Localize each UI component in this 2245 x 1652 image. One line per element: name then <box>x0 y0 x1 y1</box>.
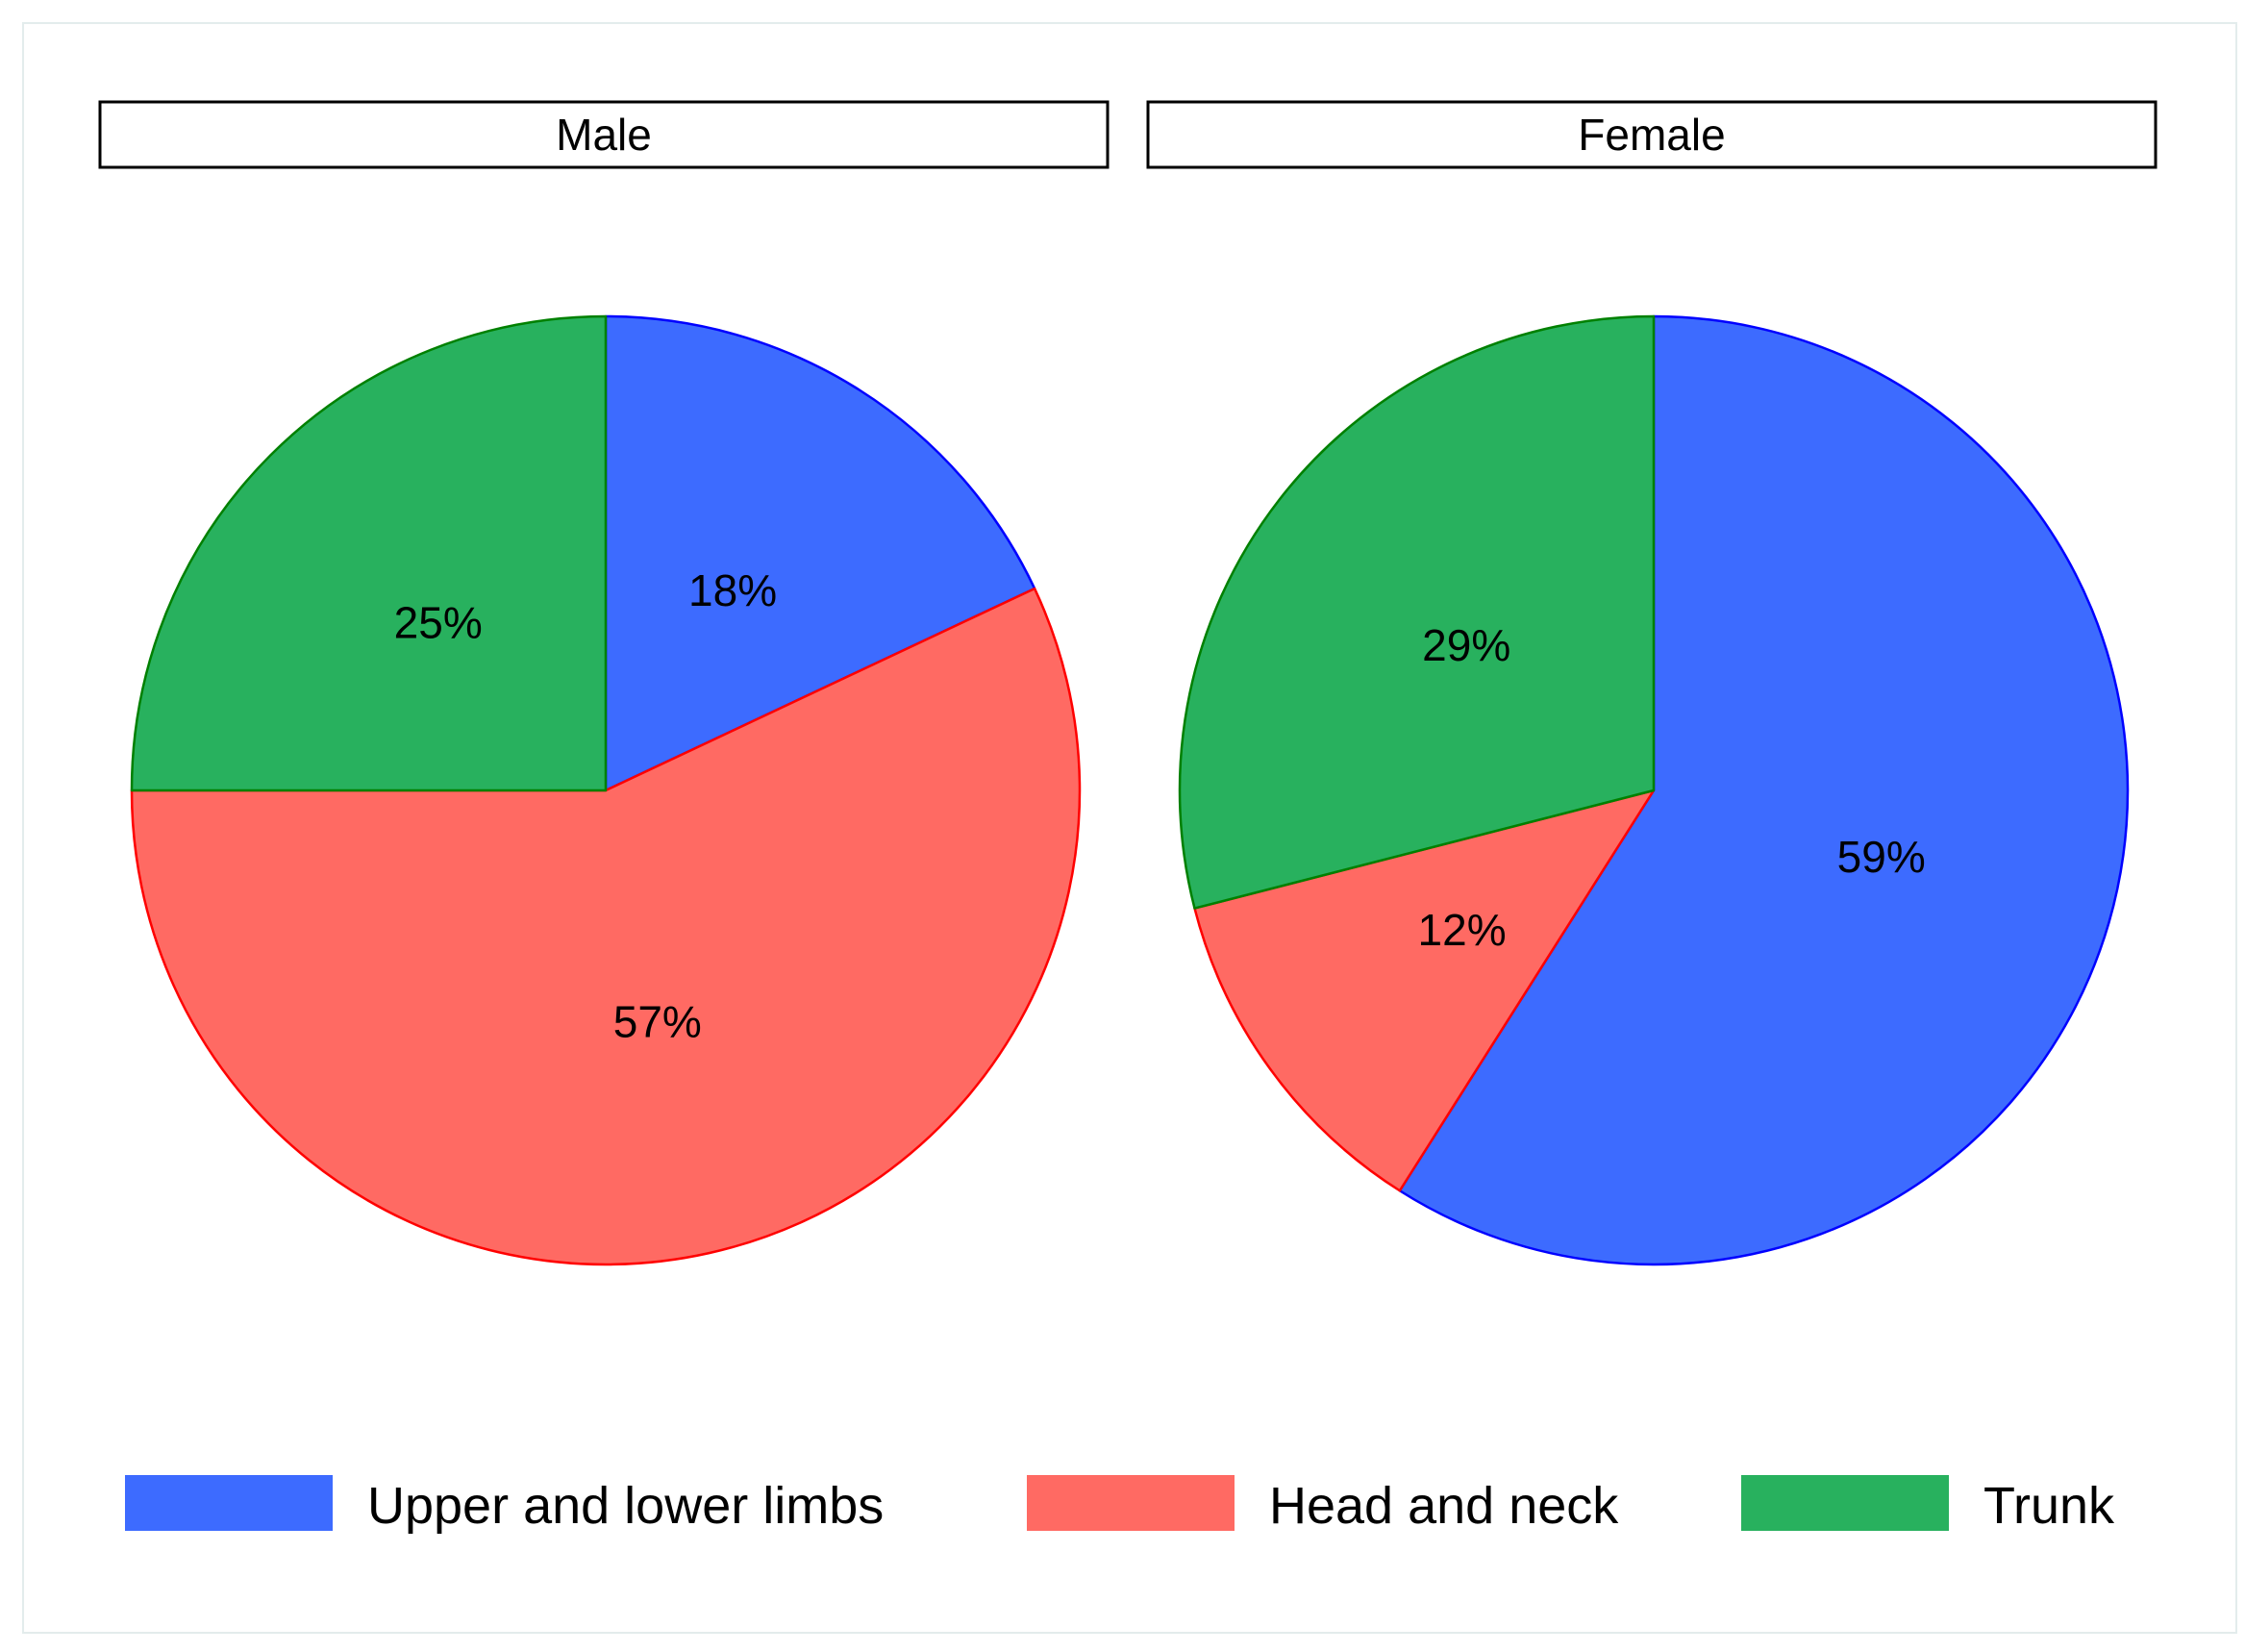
pie-slice-female-head-and-neck <box>1193 788 1656 1192</box>
pie-slice-female-upper-and-lower-limbs <box>1398 314 2130 1266</box>
pie-label-male-head-and-neck: 57% <box>613 997 702 1047</box>
legend-label-trunk: Trunk <box>1983 1477 2115 1535</box>
pie-slice-male-head-and-neck <box>130 587 1082 1266</box>
legend-label-upper-and-lower-limbs: Upper and lower limbs <box>367 1477 884 1535</box>
pie-male: 18% 57% 25% <box>130 314 1082 1266</box>
legend-swatch-head-and-neck <box>1027 1475 1235 1531</box>
legend-label-head-and-neck: Head and neck <box>1269 1477 1619 1535</box>
strip-label-female: Female <box>1578 110 1725 160</box>
pie-label-female-upper-and-lower-limbs: 59% <box>1837 832 1926 882</box>
panel-male: Male 18% 57% 25% <box>98 100 1110 1266</box>
pie-label-female-trunk: 29% <box>1422 620 1510 670</box>
pie-label-male-upper-and-lower-limbs: 18% <box>688 565 777 615</box>
pie-female: 59% 12% 29% <box>1178 314 2130 1266</box>
pie-slice-female-trunk <box>1178 314 1656 910</box>
pie-label-male-trunk: 25% <box>394 598 483 648</box>
legend-item-head-and-neck: Head and neck <box>1027 1475 1619 1535</box>
panel-female: Female 59% 12% 29% <box>1146 100 2158 1266</box>
strip-female <box>1146 100 2158 169</box>
strip-label-male: Male <box>556 110 652 160</box>
strip-male <box>98 100 1110 169</box>
legend-swatch-trunk <box>1741 1475 1949 1531</box>
legend: Upper and lower limbs Head and neck Trun… <box>125 1475 2115 1535</box>
pie-label-female-head-and-neck: 12% <box>1418 905 1507 955</box>
legend-item-upper-and-lower-limbs: Upper and lower limbs <box>125 1475 884 1535</box>
pie-slice-male-upper-and-lower-limbs <box>604 314 1036 792</box>
legend-item-trunk: Trunk <box>1741 1475 2115 1535</box>
pie-slice-male-trunk <box>130 314 608 792</box>
legend-swatch-upper-and-lower-limbs <box>125 1475 333 1531</box>
